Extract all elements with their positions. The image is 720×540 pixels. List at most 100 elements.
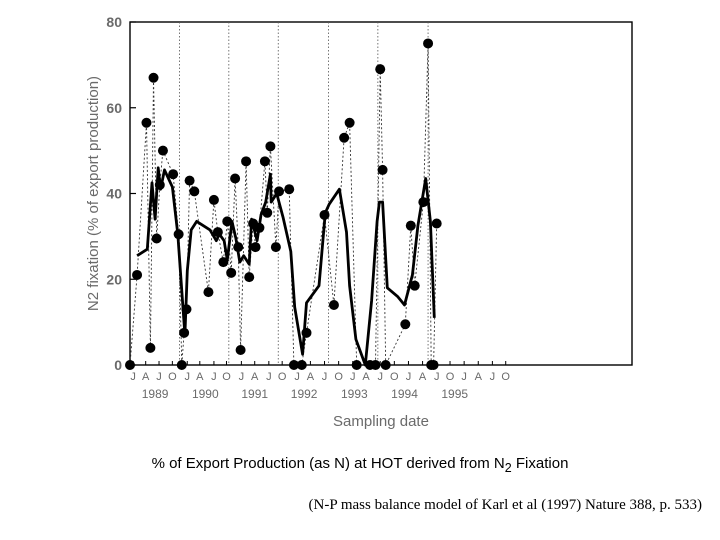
month-label: A: [142, 371, 150, 383]
month-label: J: [434, 371, 440, 383]
data-point: [212, 227, 223, 238]
data-point: [157, 145, 168, 156]
data-point: [380, 360, 391, 370]
data-point: [125, 360, 135, 370]
data-point: [262, 207, 273, 218]
data-point: [226, 267, 237, 278]
month-label: J: [377, 371, 383, 383]
data-point: [351, 360, 362, 370]
data-point: [179, 327, 190, 338]
month-label: O: [390, 371, 399, 383]
month-label: J: [266, 371, 272, 383]
month-label: J: [294, 371, 300, 383]
year-label: 1989: [142, 387, 169, 401]
data-point: [423, 38, 434, 49]
data-point: [241, 156, 252, 167]
figure-caption: % of Export Production (as N) at HOT der…: [0, 455, 720, 475]
month-label: J: [130, 371, 136, 383]
month-label: O: [446, 371, 455, 383]
data-point: [375, 64, 386, 75]
month-label: O: [501, 371, 510, 383]
y-tick-label: 60: [106, 100, 122, 116]
data-point: [418, 197, 429, 208]
data-point: [203, 287, 214, 298]
data-point: [288, 360, 299, 370]
data-point: [339, 132, 350, 143]
year-label: 1990: [192, 387, 219, 401]
data-point: [222, 216, 233, 227]
caption-suffix: Fixation: [511, 455, 569, 472]
data-point: [230, 173, 241, 184]
month-label: J: [239, 371, 245, 383]
month-label: J: [490, 371, 496, 383]
data-point: [301, 327, 312, 338]
month-label: A: [251, 371, 259, 383]
month-label: J: [350, 371, 356, 383]
data-point: [181, 304, 192, 315]
y-tick-label: 40: [106, 186, 122, 202]
x-axis-title: Sampling date: [333, 413, 429, 430]
data-point: [184, 175, 195, 186]
data-point: [328, 299, 339, 310]
data-point: [400, 319, 411, 330]
month-label: A: [362, 371, 370, 383]
caption-prefix: % of Export Production (as N) at HOT der…: [151, 455, 505, 472]
month-label: A: [475, 371, 483, 383]
caption-subscript: 2: [504, 461, 512, 475]
data-point: [154, 179, 165, 190]
data-point: [254, 222, 265, 233]
month-label: O: [278, 371, 287, 383]
month-label: O: [334, 371, 343, 383]
month-label: J: [185, 371, 191, 383]
year-label: 1993: [341, 387, 368, 401]
data-point: [319, 209, 330, 220]
year-label: 1991: [241, 387, 268, 401]
month-label: J: [461, 371, 467, 383]
data-point: [344, 117, 355, 128]
data-point: [151, 233, 162, 244]
data-point: [208, 194, 219, 205]
data-point: [145, 342, 156, 353]
data-point: [370, 360, 381, 370]
data-point: [409, 280, 420, 291]
data-point: [428, 360, 439, 370]
data-point: [189, 186, 200, 197]
data-point: [250, 242, 261, 253]
data-point: [259, 156, 270, 167]
year-label: 1992: [291, 387, 318, 401]
data-point: [377, 164, 388, 175]
month-label: A: [196, 371, 204, 383]
data-point: [265, 141, 276, 152]
month-label: A: [307, 371, 315, 383]
month-label: J: [156, 371, 162, 383]
data-point: [284, 184, 295, 195]
data-point: [431, 218, 442, 229]
month-label: A: [419, 371, 427, 383]
data-point: [235, 344, 246, 355]
data-point: [233, 242, 244, 253]
dashed-series-line: [129, 43, 438, 366]
year-label: 1995: [441, 387, 468, 401]
month-label: J: [322, 371, 328, 383]
data-point: [244, 272, 255, 283]
y-tick-label: 80: [106, 14, 122, 30]
data-point: [218, 257, 229, 268]
data-point: [405, 220, 416, 231]
month-label: O: [168, 371, 177, 383]
y-tick-label: 0: [114, 357, 122, 373]
data-point: [270, 242, 281, 253]
y-tick-label: 20: [106, 271, 122, 287]
data-point: [176, 360, 187, 370]
y-axis-title: N2 fixation (% of export production): [85, 76, 102, 311]
data-point: [173, 229, 184, 240]
data-point: [148, 72, 159, 83]
data-point: [168, 169, 179, 180]
month-label: J: [211, 371, 217, 383]
month-label: O: [222, 371, 231, 383]
data-point: [132, 269, 143, 280]
citation-text: (N-P mass balance model of Karl et al (1…: [308, 497, 703, 513]
year-label: 1994: [391, 387, 418, 401]
month-label: J: [406, 371, 412, 383]
data-point: [141, 117, 152, 128]
